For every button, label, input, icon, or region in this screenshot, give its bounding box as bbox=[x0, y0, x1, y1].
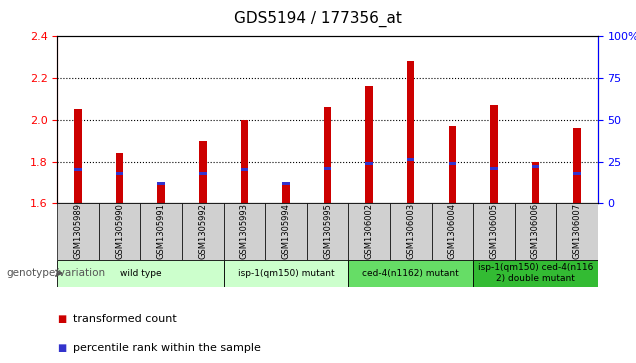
Text: GSM1305994: GSM1305994 bbox=[282, 204, 291, 259]
Text: isp-1(qm150) mutant: isp-1(qm150) mutant bbox=[238, 269, 335, 278]
Bar bbox=[224, 203, 265, 260]
Bar bbox=[282, 182, 290, 185]
Bar bbox=[473, 260, 598, 287]
Bar bbox=[199, 172, 207, 175]
Bar bbox=[573, 172, 581, 175]
Bar bbox=[57, 260, 224, 287]
Text: GDS5194 / 177356_at: GDS5194 / 177356_at bbox=[234, 11, 402, 27]
Text: GSM1305990: GSM1305990 bbox=[115, 204, 124, 259]
Text: wild type: wild type bbox=[120, 269, 161, 278]
Bar bbox=[556, 203, 598, 260]
Bar bbox=[74, 168, 82, 171]
Text: GSM1305992: GSM1305992 bbox=[198, 204, 207, 259]
Bar bbox=[307, 203, 349, 260]
Bar bbox=[158, 182, 165, 185]
Bar bbox=[116, 153, 123, 203]
Bar bbox=[490, 167, 497, 170]
Bar bbox=[365, 162, 373, 165]
Bar bbox=[532, 165, 539, 168]
Text: GSM1306003: GSM1306003 bbox=[406, 203, 415, 260]
Bar bbox=[407, 158, 415, 162]
Text: percentile rank within the sample: percentile rank within the sample bbox=[73, 343, 261, 354]
Bar bbox=[141, 203, 182, 260]
Bar bbox=[57, 203, 99, 260]
Text: GSM1306006: GSM1306006 bbox=[531, 203, 540, 260]
Text: ced-4(n1162) mutant: ced-4(n1162) mutant bbox=[363, 269, 459, 278]
Bar bbox=[116, 172, 123, 175]
Bar bbox=[240, 120, 248, 203]
Bar bbox=[265, 203, 307, 260]
Text: ■: ■ bbox=[57, 314, 67, 325]
Text: GSM1305993: GSM1305993 bbox=[240, 203, 249, 260]
Bar bbox=[199, 141, 207, 203]
Bar bbox=[407, 61, 415, 203]
Bar bbox=[573, 128, 581, 203]
Bar bbox=[473, 203, 515, 260]
Bar bbox=[532, 162, 539, 203]
Bar bbox=[490, 105, 497, 203]
Bar bbox=[282, 184, 290, 203]
Bar bbox=[349, 260, 473, 287]
Bar bbox=[182, 203, 224, 260]
Bar bbox=[240, 168, 248, 171]
Bar bbox=[515, 203, 556, 260]
Text: GSM1306004: GSM1306004 bbox=[448, 203, 457, 260]
Text: GSM1306002: GSM1306002 bbox=[364, 203, 373, 260]
Text: genotype/variation: genotype/variation bbox=[6, 268, 106, 278]
Text: GSM1306007: GSM1306007 bbox=[572, 203, 581, 260]
Text: transformed count: transformed count bbox=[73, 314, 177, 325]
Text: GSM1306005: GSM1306005 bbox=[489, 203, 499, 260]
Text: GSM1305995: GSM1305995 bbox=[323, 204, 332, 259]
Bar bbox=[324, 167, 331, 170]
Bar bbox=[448, 162, 456, 165]
Bar bbox=[224, 260, 349, 287]
Text: ■: ■ bbox=[57, 343, 67, 354]
Text: GSM1305989: GSM1305989 bbox=[74, 203, 83, 260]
Bar bbox=[349, 203, 390, 260]
Bar bbox=[431, 203, 473, 260]
Bar bbox=[74, 109, 82, 203]
Bar bbox=[390, 203, 431, 260]
Bar bbox=[365, 86, 373, 203]
Bar bbox=[324, 107, 331, 203]
Bar bbox=[158, 184, 165, 203]
Bar bbox=[448, 126, 456, 203]
Text: isp-1(qm150) ced-4(n116
2) double mutant: isp-1(qm150) ced-4(n116 2) double mutant bbox=[478, 264, 593, 283]
Text: GSM1305991: GSM1305991 bbox=[156, 204, 166, 259]
Bar bbox=[99, 203, 141, 260]
